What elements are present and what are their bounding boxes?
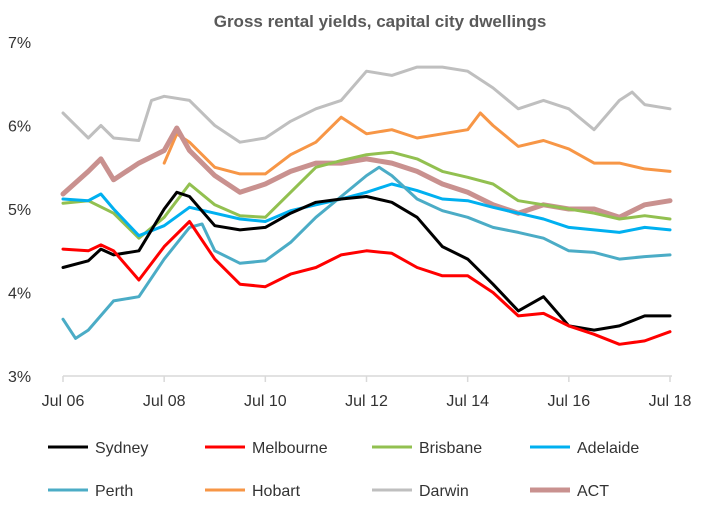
y-tick-label: 5%	[8, 202, 31, 219]
legend-label: Brisbane	[419, 440, 482, 457]
legend-label: ACT	[577, 483, 609, 500]
x-tick-label: Jul 06	[42, 393, 85, 410]
y-tick-label: 4%	[8, 286, 31, 303]
x-tick-label: Jul 10	[244, 393, 287, 410]
y-tick-label: 6%	[8, 119, 31, 136]
legend-label: Perth	[95, 483, 133, 500]
x-tick-label: Jul 14	[446, 393, 489, 410]
legend-label: Adelaide	[577, 440, 639, 457]
y-tick-label: 7%	[8, 35, 31, 52]
series-line-adelaide	[61, 182, 672, 238]
x-tick-label: Jul 16	[547, 393, 590, 410]
legend-label: Sydney	[95, 440, 148, 457]
legend-label: Melbourne	[252, 440, 328, 457]
series-line-melbourne	[61, 220, 672, 346]
series-line-sydney	[61, 190, 672, 332]
x-tick-label: Jul 12	[345, 393, 388, 410]
series-line-darwin	[61, 65, 672, 144]
legend-label: Hobart	[252, 483, 301, 500]
series-line-brisbane	[61, 150, 672, 240]
x-tick-label: Jul 08	[143, 393, 186, 410]
y-tick-label: 3%	[8, 369, 31, 386]
legend-label: Darwin	[419, 483, 469, 500]
series-line-act	[60, 125, 673, 220]
chart-title: Gross rental yields, capital city dwelli…	[214, 12, 547, 31]
series-line-hobart	[162, 111, 672, 176]
series-line-perth	[61, 165, 672, 340]
x-tick-label: Jul 18	[649, 393, 692, 410]
